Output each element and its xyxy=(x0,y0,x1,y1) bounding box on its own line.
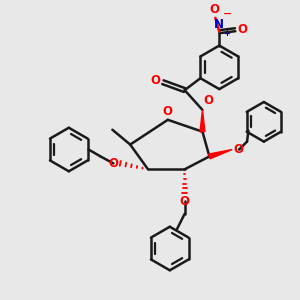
Text: N: N xyxy=(214,18,224,31)
Text: O: O xyxy=(233,143,243,156)
Text: O: O xyxy=(180,195,190,208)
Text: O: O xyxy=(150,74,160,87)
Text: O: O xyxy=(203,94,214,107)
Polygon shape xyxy=(209,149,232,159)
Text: O: O xyxy=(163,105,173,118)
Text: O: O xyxy=(237,23,247,36)
Text: −: − xyxy=(223,9,232,19)
Polygon shape xyxy=(200,110,205,132)
Text: O: O xyxy=(108,157,118,170)
Text: +: + xyxy=(223,29,230,38)
Text: O: O xyxy=(209,3,219,16)
